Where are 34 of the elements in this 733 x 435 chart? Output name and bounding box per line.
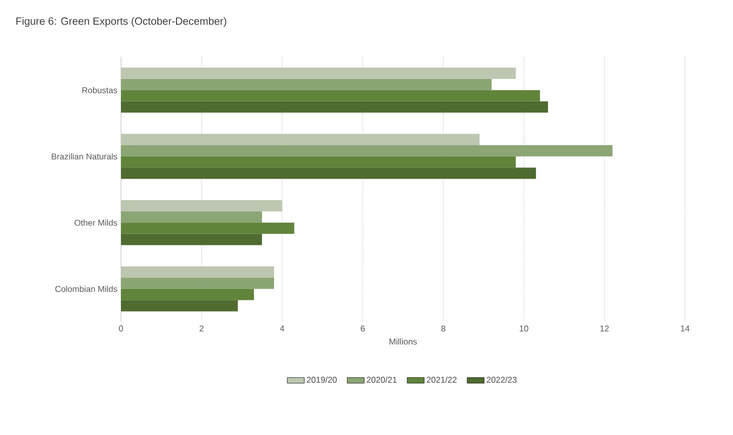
x-tick-label: 12 [600,326,609,332]
bar [121,168,536,179]
x-tick-label: 10 [520,326,528,332]
bar [121,278,274,289]
y-tick-label: Robustas [82,87,118,94]
x-tick-label: 2 [200,326,204,332]
bar [121,145,612,156]
legend-label: 2022/23 [486,376,517,383]
bar [121,68,516,79]
x-axis-title: Millions [390,338,417,345]
bar [121,78,492,90]
y-tick-label: Colombian Milds [55,286,118,292]
x-tick-label: 8 [441,326,446,332]
bar [121,211,262,223]
bar [121,101,548,113]
bar [121,90,540,102]
bar [121,134,480,146]
bar [121,222,294,234]
legend-label: 2019/20 [306,376,337,383]
x-tick-label: 6 [360,326,365,332]
bar [121,288,254,300]
y-tick-label: Other Milds [74,220,118,226]
legend-label: 2020/21 [366,376,397,383]
x-tick-label: 0 [118,326,124,332]
legend-label: 2021/22 [426,376,457,383]
y-tick-label: Brazilian Naturals [52,153,118,160]
chart-title: Figure 6: Green Exports (October-December) [16,17,226,27]
bar [121,300,238,312]
bar [121,156,516,168]
x-tick-label: 4 [280,326,284,332]
bar [121,234,262,246]
bar [121,200,282,212]
x-tick-label: 14 [680,326,690,332]
bar [121,266,274,278]
